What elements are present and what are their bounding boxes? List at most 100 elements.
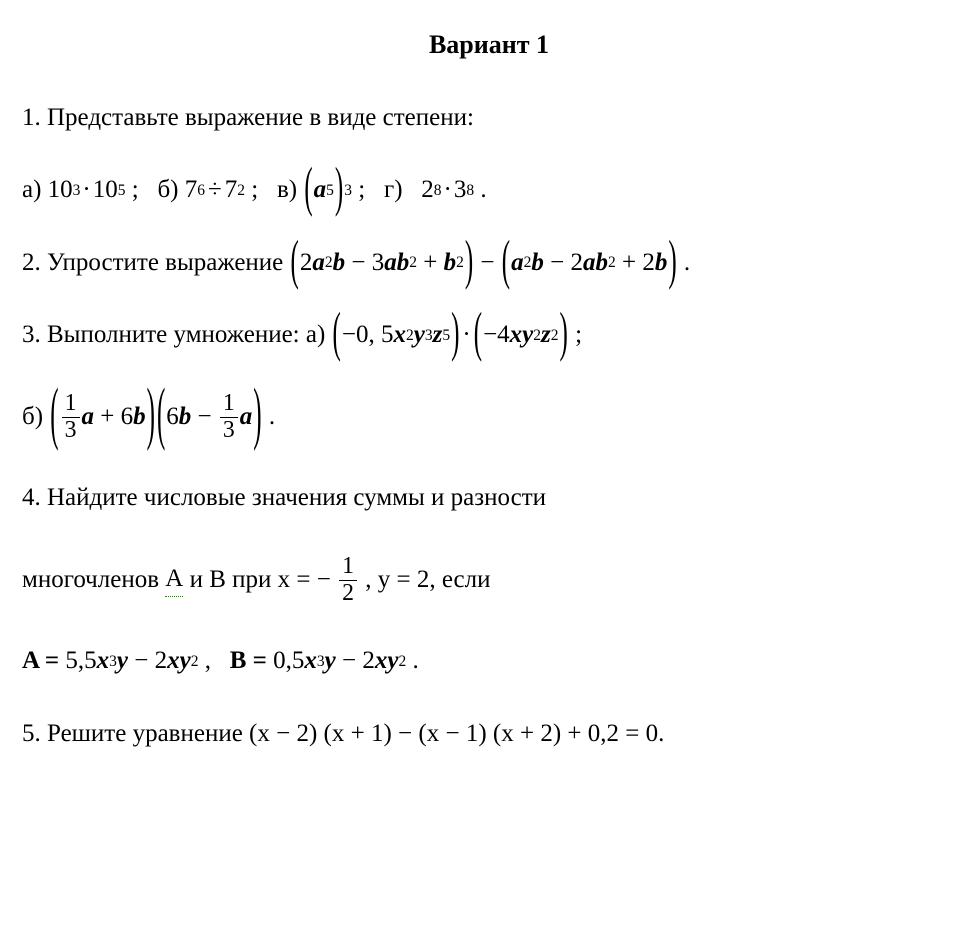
p2-end: . [678, 247, 691, 280]
p2-text: 2. Упростите выражение [22, 247, 290, 280]
y: y [325, 645, 336, 678]
p1-text: 1. Представьте выражение в виде степени: [22, 102, 474, 135]
y: y [180, 645, 191, 678]
problem-2: 2. Упростите выражение ( 2a2b − 3ab2 + b… [22, 247, 956, 280]
c: 0,5 [273, 645, 304, 678]
n: 3 [372, 247, 385, 280]
num: 1 [220, 392, 238, 416]
c: 2 [155, 645, 168, 678]
p1v-a: a [314, 174, 327, 207]
p1b-b1: 7 [185, 174, 198, 207]
minus: − [544, 247, 571, 280]
p4-A-def: A = 5,5x3y − 2xy2 [22, 645, 199, 678]
p1g-b1: 2 [421, 174, 434, 207]
x: x [304, 645, 317, 678]
p1-g-expr: 28 · 38 [421, 174, 474, 207]
problem-4-line2: многочленов А и В при х = − 1 2 , у = 2,… [22, 555, 956, 606]
v: a [511, 247, 524, 280]
rp: ) [465, 227, 473, 299]
rp: ) [560, 300, 568, 372]
lp: ( [157, 372, 165, 463]
p1-end: . [474, 174, 487, 207]
y: y [522, 319, 533, 352]
frac-1-3b: 1 3 [220, 392, 238, 443]
x: x [167, 645, 180, 678]
a: a [240, 401, 253, 434]
page-title: Вариант 1 [22, 28, 956, 62]
dot: · [462, 319, 470, 352]
n: 2 [570, 247, 583, 280]
v: a [583, 247, 596, 280]
minus: − [128, 645, 155, 678]
rp: ) [451, 300, 459, 372]
p4-B-def: B = 0,5x3y − 2xy2 [230, 645, 407, 678]
den: 3 [220, 419, 238, 443]
p1a-op: · [82, 174, 90, 207]
frac-1-2: 1 2 [339, 555, 357, 606]
p1-a-label: а) [22, 174, 48, 207]
p3-text: 3. Выполните умножение: а) [22, 319, 332, 352]
p3b-end: . [263, 401, 276, 434]
n: 6 [166, 401, 179, 434]
y: y [117, 645, 128, 678]
lp: ( [50, 372, 58, 463]
x: x [375, 645, 388, 678]
plus: + [616, 247, 643, 280]
sep1: ; [126, 174, 158, 207]
v: a [384, 247, 397, 280]
y: y [414, 319, 425, 352]
w: b [531, 247, 544, 280]
p1-b-expr: 76 ÷ 72 [185, 174, 245, 207]
z: z [541, 319, 551, 352]
w: b [333, 247, 346, 280]
p3b-expr: ( 1 3 a + 6b ) ( 6b − 1 3 a ) [49, 392, 262, 443]
Blabel: B = [230, 645, 273, 678]
p1-v-expr: ( a5 )3 [303, 174, 352, 207]
p4-l2a: многочленов [22, 564, 165, 597]
v: b [595, 247, 608, 280]
p4-l2c: , у = 2, если [359, 564, 491, 597]
problem-1-text: 1. Представьте выражение в виде степени: [22, 102, 956, 135]
minus: − [191, 401, 218, 434]
problem-5: 5. Решите уравнение (х − 2) (х + 1) − (х… [22, 718, 956, 751]
c: −4 [483, 319, 510, 352]
p1-g-label: г) [384, 174, 421, 207]
p1g-op: · [444, 174, 452, 207]
p1a-b1: 10 [48, 174, 73, 207]
p1-a-expr: 103 · 105 [48, 174, 126, 207]
p1-b-label: б) [157, 174, 184, 207]
problem-4-defs: A = 5,5x3y − 2xy2 , B = 0,5x3y − 2xy2 . [22, 645, 956, 678]
b: b [133, 401, 146, 434]
rparen: ) [335, 155, 343, 227]
rp: ) [668, 227, 676, 299]
p3b-label: б) [22, 401, 49, 434]
p1-v-label: в) [277, 174, 303, 207]
num: 1 [62, 392, 80, 416]
minus: − [474, 247, 501, 280]
v: a [312, 247, 325, 280]
lp: ( [502, 227, 510, 299]
n: 2 [300, 247, 313, 280]
problem-3b: б) ( 1 3 a + 6b ) ( 6b − 1 3 a ) . [22, 392, 956, 443]
rp: ) [147, 372, 155, 463]
z: z [433, 319, 443, 352]
den: 3 [62, 419, 80, 443]
x: x [393, 319, 406, 352]
p3a-expr: ( −0, 5x2y3z5 ) · ( −4xy2z2 ) [332, 319, 569, 352]
x: x [510, 319, 523, 352]
problem-3a: 3. Выполните умножение: а) ( −0, 5x2y3z5… [22, 319, 956, 352]
a: a [82, 401, 95, 434]
p1g-b2: 3 [454, 174, 467, 207]
lp: ( [474, 300, 482, 372]
lparen: ( [304, 155, 312, 227]
n: 6 [121, 401, 134, 434]
problem-1-expr: а) 103 · 105 ; б) 76 ÷ 72 ; в) ( a5 )3 ;… [22, 174, 956, 207]
p4-l2b: и В при х = − [183, 564, 337, 597]
p5-text: 5. Решите уравнение (х − 2) (х + 1) − (х… [22, 718, 664, 751]
minus: − [336, 645, 363, 678]
frac-1-3: 1 3 [62, 392, 80, 443]
Alabel: A = [22, 645, 65, 678]
p1b-op: ÷ [208, 174, 222, 207]
rp: ) [253, 372, 261, 463]
p4-end: . [406, 645, 419, 678]
